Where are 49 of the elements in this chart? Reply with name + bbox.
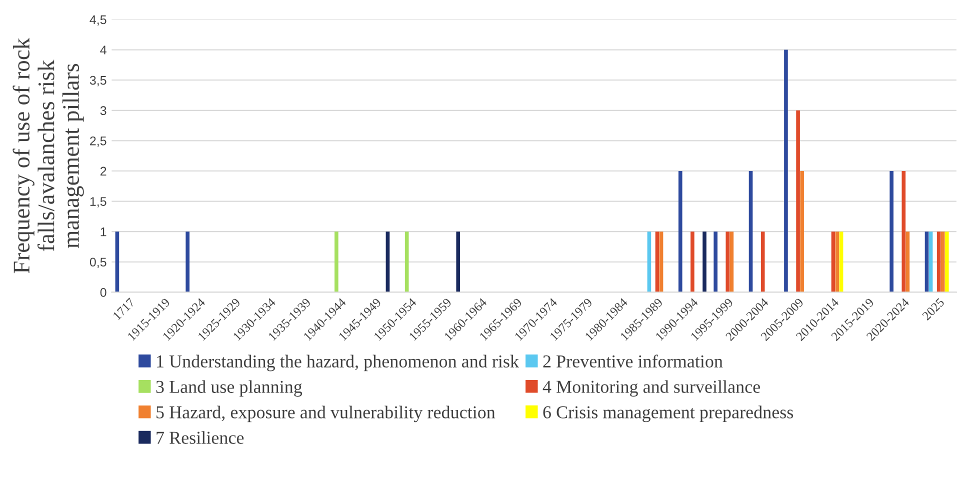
bar — [940, 232, 945, 292]
bar — [730, 232, 734, 292]
y-tick-label: 4 — [100, 46, 106, 54]
bar — [936, 232, 941, 292]
bar — [944, 232, 949, 292]
bar — [839, 232, 844, 292]
legend-label: 2 Preventive information — [543, 354, 723, 368]
bar — [831, 232, 836, 292]
y-tick-label: 2 — [100, 166, 106, 176]
bar — [714, 232, 718, 292]
y-tick-label: 1 — [100, 228, 106, 236]
bar — [928, 232, 933, 292]
bar — [726, 232, 730, 292]
bar — [784, 50, 788, 292]
y-tick-label: 3,5 — [90, 76, 106, 86]
legend-label: 6 Crisis management preparedness — [543, 406, 794, 422]
bar — [647, 232, 652, 292]
y-axis-title: Frequency of use of rock falls/avalanches risk management pillars — [12, 38, 84, 274]
bar — [924, 232, 929, 292]
y-tick-label: 1,5 — [90, 197, 106, 208]
legend-label: 3 Land use planning — [156, 380, 302, 397]
bar — [906, 232, 910, 292]
y-tick-label: 4,5 — [90, 15, 106, 26]
bar — [386, 232, 390, 292]
bar — [334, 232, 338, 292]
bar — [115, 232, 120, 292]
y-tick-label: 2,5 — [90, 136, 106, 147]
bar — [702, 232, 706, 292]
bar — [655, 232, 660, 292]
bar — [690, 232, 694, 292]
bar — [890, 170, 894, 292]
legend-label: 7 Resilience — [156, 431, 244, 444]
bar — [456, 232, 460, 292]
legend-label: 5 Hazard, exposure and vulnerability reduction — [156, 406, 496, 422]
y-tick-label: 0 — [100, 288, 106, 297]
legend-label: 1 Understanding the hazard, phenomenon and risk — [157, 354, 520, 372]
bar — [902, 170, 906, 292]
bar — [678, 170, 682, 292]
bar — [748, 170, 753, 292]
bar — [760, 232, 765, 292]
bar — [404, 232, 409, 292]
y-tick-label: 0,5 — [90, 258, 106, 268]
bar — [800, 170, 804, 292]
legend-label: 4 Monitoring and surveillance — [542, 380, 760, 397]
y-tick-label: 3 — [100, 106, 106, 116]
bar — [659, 232, 664, 292]
bar — [186, 232, 190, 292]
bar — [835, 232, 840, 292]
bar — [796, 110, 800, 292]
